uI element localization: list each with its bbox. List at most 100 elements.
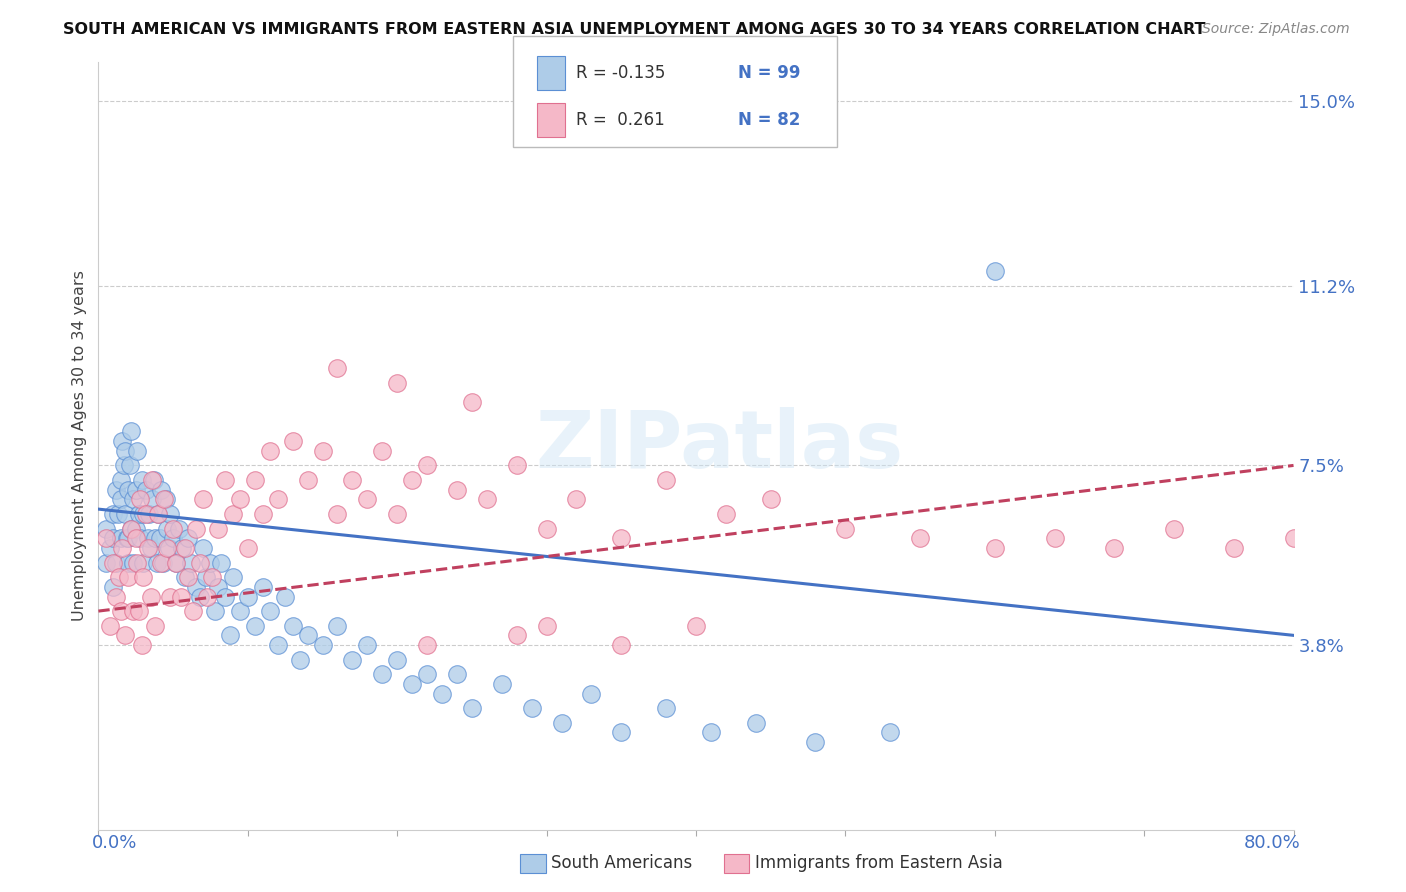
Point bbox=[114, 628, 136, 642]
Point bbox=[105, 590, 128, 604]
Point bbox=[655, 701, 678, 715]
Point bbox=[236, 590, 259, 604]
Point bbox=[115, 531, 138, 545]
Text: R = -0.135: R = -0.135 bbox=[576, 64, 666, 82]
Point bbox=[103, 531, 125, 545]
Point bbox=[879, 725, 901, 739]
Point bbox=[162, 531, 184, 545]
Point bbox=[156, 541, 179, 555]
Point bbox=[356, 492, 378, 507]
Point bbox=[165, 556, 187, 570]
Text: 0.0%: 0.0% bbox=[91, 834, 136, 852]
Point bbox=[112, 458, 135, 473]
Point bbox=[117, 531, 139, 545]
Point bbox=[371, 443, 394, 458]
Point bbox=[207, 580, 229, 594]
Point bbox=[214, 473, 236, 487]
Point bbox=[685, 618, 707, 632]
Point bbox=[222, 570, 245, 584]
Point bbox=[430, 687, 453, 701]
Point bbox=[121, 492, 143, 507]
Point bbox=[745, 715, 768, 730]
Point bbox=[714, 507, 737, 521]
Point bbox=[152, 556, 174, 570]
Point bbox=[111, 434, 134, 449]
Point bbox=[117, 570, 139, 584]
Point bbox=[520, 701, 543, 715]
Point bbox=[188, 590, 211, 604]
Point bbox=[1104, 541, 1126, 555]
Point bbox=[506, 628, 529, 642]
Point bbox=[191, 492, 214, 507]
Point bbox=[204, 604, 226, 618]
Point bbox=[121, 604, 143, 618]
Point bbox=[267, 492, 290, 507]
Point bbox=[117, 483, 139, 497]
Point bbox=[155, 492, 177, 507]
Point bbox=[491, 677, 513, 691]
Text: ZIPatlas: ZIPatlas bbox=[536, 407, 904, 485]
Point bbox=[416, 458, 439, 473]
Point bbox=[177, 531, 200, 545]
Point bbox=[94, 556, 117, 570]
Point bbox=[125, 531, 148, 545]
Point bbox=[172, 541, 194, 555]
Point bbox=[908, 531, 931, 545]
Point bbox=[132, 556, 155, 570]
Point bbox=[150, 483, 173, 497]
Point bbox=[145, 556, 167, 570]
Point bbox=[128, 604, 150, 618]
Point bbox=[461, 395, 484, 409]
Point bbox=[219, 628, 242, 642]
Point bbox=[139, 541, 162, 555]
Point bbox=[180, 556, 202, 570]
Point bbox=[138, 507, 160, 521]
Point bbox=[110, 473, 132, 487]
Point bbox=[1043, 531, 1066, 545]
Point bbox=[143, 531, 166, 545]
Point bbox=[252, 580, 274, 594]
Point bbox=[834, 522, 856, 536]
Point bbox=[610, 638, 633, 652]
Point bbox=[259, 443, 281, 458]
Point bbox=[114, 507, 136, 521]
Point bbox=[117, 556, 139, 570]
Text: N = 82: N = 82 bbox=[738, 112, 800, 129]
Point bbox=[759, 492, 782, 507]
Point bbox=[385, 507, 409, 521]
Point bbox=[98, 618, 122, 632]
Point bbox=[446, 667, 468, 681]
Point bbox=[297, 473, 319, 487]
Point bbox=[108, 570, 131, 584]
Point bbox=[267, 638, 290, 652]
Point bbox=[165, 556, 187, 570]
Point bbox=[984, 541, 1007, 555]
Point bbox=[222, 507, 245, 521]
Point bbox=[342, 652, 364, 666]
Point bbox=[281, 434, 304, 449]
Point bbox=[174, 570, 197, 584]
Point bbox=[506, 458, 529, 473]
Point bbox=[153, 492, 176, 507]
Point bbox=[207, 522, 229, 536]
Point bbox=[156, 522, 179, 536]
Point bbox=[141, 473, 163, 487]
Point bbox=[229, 492, 252, 507]
Point bbox=[288, 652, 311, 666]
Point bbox=[610, 725, 633, 739]
Point bbox=[581, 687, 603, 701]
Text: South Americans: South Americans bbox=[551, 855, 692, 872]
Point bbox=[111, 541, 134, 555]
Point bbox=[120, 522, 142, 536]
Point bbox=[326, 507, 349, 521]
Point bbox=[120, 425, 142, 439]
Point bbox=[129, 492, 152, 507]
Point bbox=[103, 580, 125, 594]
Point bbox=[252, 507, 274, 521]
Point bbox=[326, 618, 349, 632]
Point bbox=[141, 492, 163, 507]
Point bbox=[121, 556, 143, 570]
Point bbox=[131, 638, 153, 652]
Point bbox=[311, 638, 333, 652]
Point bbox=[536, 618, 558, 632]
